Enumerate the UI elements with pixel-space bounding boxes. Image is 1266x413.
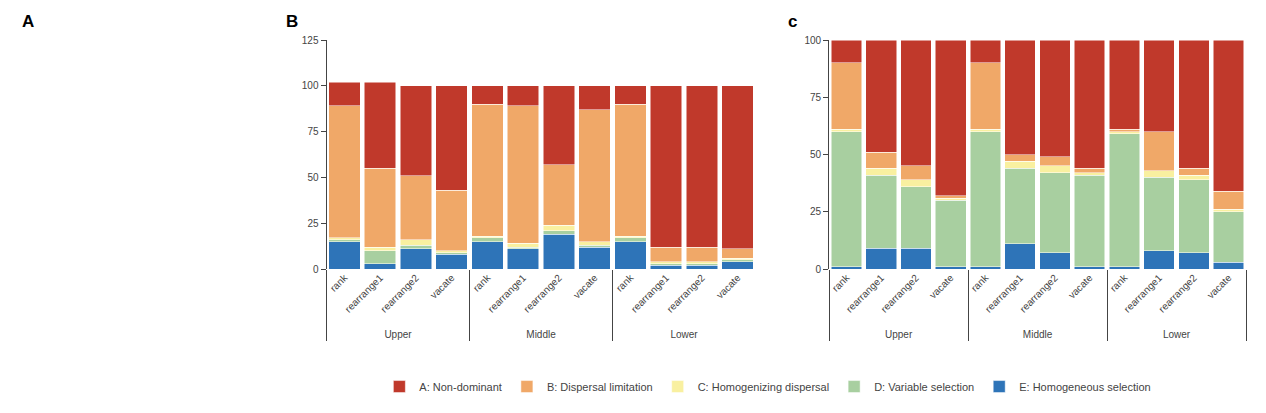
svg-text:Middle: Middle	[1023, 329, 1053, 340]
svg-text:rank: rank	[614, 271, 636, 293]
svg-text:rearrange2: rearrange2	[378, 272, 421, 315]
svg-text:rearrange1: rearrange1	[486, 272, 529, 315]
svg-text:rank: rank	[328, 271, 350, 293]
svg-text:rearrange2: rearrange2	[879, 272, 922, 315]
svg-text:rank: rank	[830, 271, 852, 293]
svg-text:Middle: Middle	[526, 329, 556, 340]
svg-text:100: 100	[302, 80, 319, 91]
svg-text:C: Homogenizing dispersal: C: Homogenizing dispersal	[698, 381, 829, 393]
svg-text:50: 50	[810, 149, 822, 160]
svg-text:vacate: vacate	[1205, 272, 1234, 301]
svg-text:25: 25	[307, 218, 319, 229]
svg-text:0: 0	[816, 264, 822, 275]
svg-text:50: 50	[307, 172, 319, 183]
svg-text:rearrange1: rearrange1	[343, 272, 386, 315]
svg-text:vacate: vacate	[714, 272, 743, 301]
svg-text:rearrange1: rearrange1	[844, 272, 887, 315]
svg-text:vacate: vacate	[571, 272, 600, 301]
svg-text:vacate: vacate	[1066, 272, 1095, 301]
svg-text:rearrange1: rearrange1	[629, 272, 672, 315]
svg-text:rank: rank	[471, 271, 493, 293]
svg-text:rearrange2: rearrange2	[1018, 272, 1061, 315]
svg-text:Upper: Upper	[885, 329, 913, 340]
svg-text:B: B	[286, 12, 298, 31]
svg-text:A: Non-dominant: A: Non-dominant	[419, 381, 502, 393]
svg-text:100: 100	[804, 35, 821, 46]
svg-text:Lower: Lower	[670, 329, 698, 340]
svg-text:c: c	[788, 12, 797, 31]
svg-text:D: Variable selection: D: Variable selection	[874, 381, 974, 393]
svg-text:rank: rank	[1108, 271, 1130, 293]
svg-text:125: 125	[302, 35, 319, 46]
svg-text:75: 75	[307, 126, 319, 137]
svg-text:rearrange2: rearrange2	[1156, 272, 1199, 315]
svg-text:vacate: vacate	[927, 272, 956, 301]
svg-text:A: A	[22, 12, 34, 31]
svg-text:B: Dispersal limitation: B: Dispersal limitation	[547, 381, 653, 393]
svg-text:Lower: Lower	[1163, 329, 1191, 340]
svg-text:vacate: vacate	[428, 272, 457, 301]
svg-text:25: 25	[810, 206, 822, 217]
svg-text:0: 0	[313, 264, 319, 275]
svg-text:rearrange2: rearrange2	[665, 272, 708, 315]
svg-text:rearrange1: rearrange1	[1122, 272, 1165, 315]
svg-text:75: 75	[810, 92, 822, 103]
svg-text:rearrange1: rearrange1	[983, 272, 1026, 315]
svg-text:rearrange2: rearrange2	[522, 272, 565, 315]
svg-text:E: Homogeneous selection: E: Homogeneous selection	[1019, 381, 1150, 393]
svg-text:rank: rank	[969, 271, 991, 293]
svg-text:Upper: Upper	[384, 329, 412, 340]
